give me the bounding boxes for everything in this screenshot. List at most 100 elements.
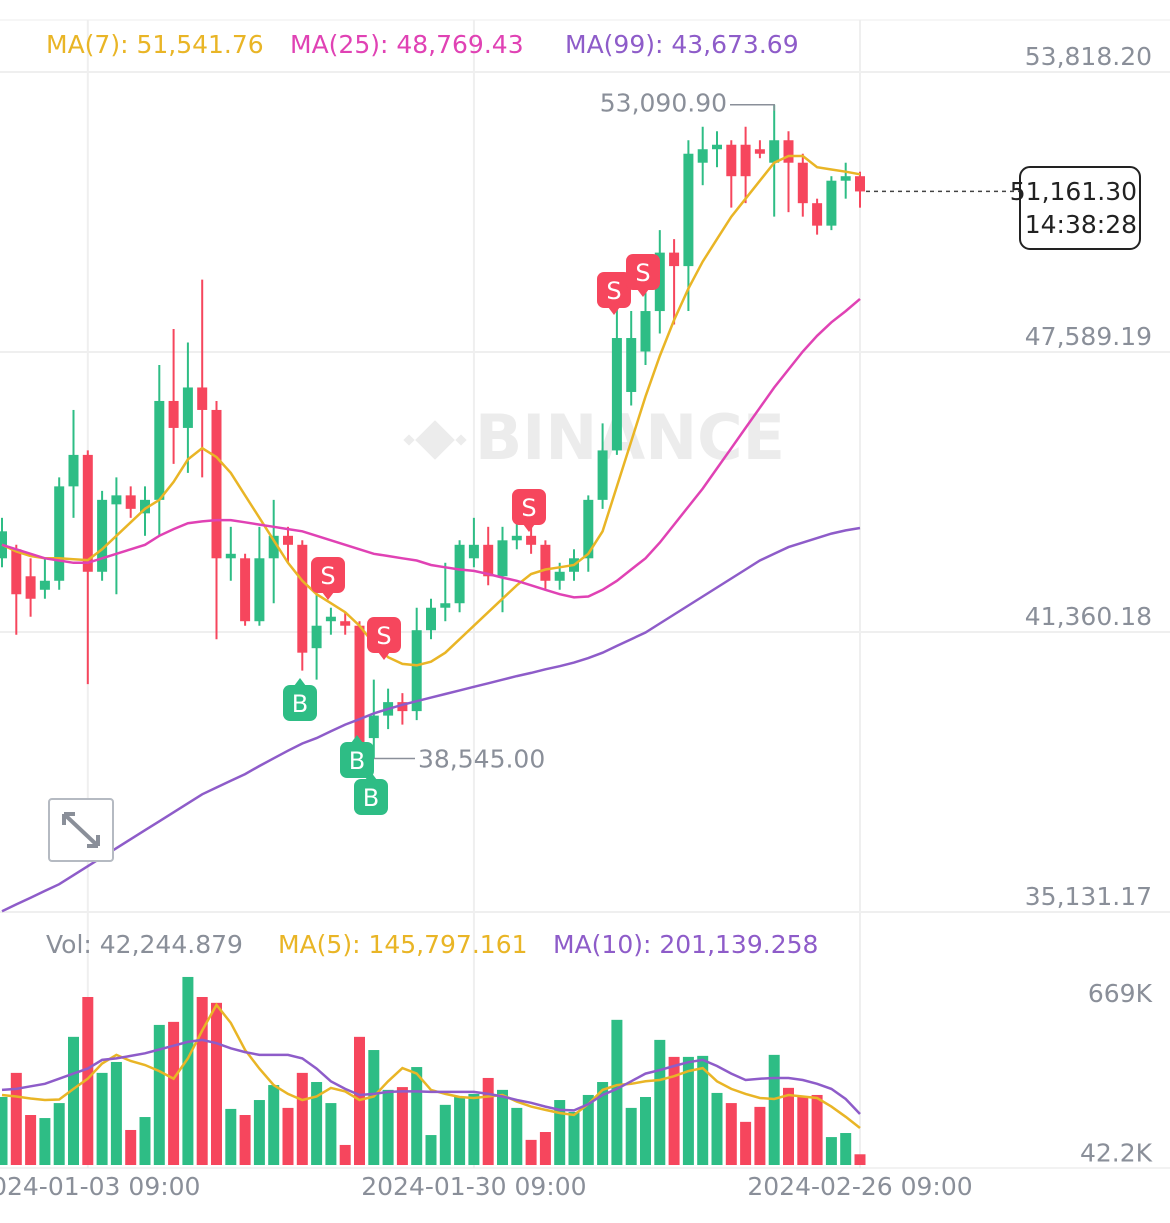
candle-body <box>154 400 165 500</box>
candle-body <box>726 144 737 177</box>
candle-body <box>111 495 122 505</box>
x-tick-label: 2024-01-03 09:00 <box>0 1172 200 1201</box>
volume-bar <box>211 1002 222 1165</box>
volume-bar <box>239 1115 251 1165</box>
trade-marker-tip <box>608 307 620 315</box>
volume-bar <box>668 1056 680 1165</box>
volume-bar <box>439 1104 451 1165</box>
candle-body <box>11 549 22 595</box>
volume-bar <box>296 1072 308 1165</box>
candle-body <box>540 544 551 581</box>
legend-vol-ma10: MA(10): 201,139.258 <box>553 930 818 959</box>
volume-bar <box>654 1039 666 1165</box>
volume-bar <box>96 1072 108 1165</box>
candle-body <box>611 338 622 451</box>
candle-body <box>797 162 808 204</box>
volume-bar <box>511 1107 523 1165</box>
volume-bar <box>153 1024 165 1165</box>
candle-body <box>426 607 436 631</box>
volume-bar <box>597 1082 609 1165</box>
volume-bar <box>682 1056 694 1165</box>
trade-marker-tip <box>294 678 306 686</box>
y-tick-label: 53,818.20 <box>1025 42 1152 71</box>
candle-body <box>483 544 494 577</box>
candle-body <box>526 535 537 545</box>
candle-body <box>769 140 780 163</box>
trade-marker-label: B <box>363 784 379 812</box>
trade-marker: S <box>597 272 631 315</box>
candle-body <box>583 499 594 559</box>
volume-bar <box>182 976 194 1165</box>
trade-marker-label: S <box>376 622 391 650</box>
trade-marker-box <box>354 779 388 815</box>
legend-vol-ma5: MA(5): 145,797.161 <box>278 930 528 959</box>
volume-bar <box>482 1077 494 1165</box>
volume-bar <box>368 1050 380 1165</box>
volume-bar <box>554 1100 566 1165</box>
candle-body <box>554 571 565 581</box>
volume-bar <box>568 1111 580 1165</box>
y-tick-label: 47,589.19 <box>1025 322 1152 351</box>
volume-bar <box>68 1036 79 1165</box>
trade-marker-box <box>283 685 317 721</box>
trade-marker-label: S <box>606 277 621 305</box>
candle-body <box>283 535 293 545</box>
candle-body <box>855 176 865 192</box>
trade-marker-label: B <box>349 747 365 775</box>
trade-marker-tip <box>523 524 535 532</box>
volume-bar <box>697 1055 709 1165</box>
trade-marker-label: S <box>320 562 335 590</box>
trade-marker-tip <box>378 652 390 660</box>
trade-marker-tip <box>637 289 649 297</box>
expand-button[interactable] <box>48 798 114 862</box>
trade-marker-box <box>512 489 546 525</box>
volume-bar <box>168 1021 180 1165</box>
candle-body <box>754 149 765 154</box>
candle-body <box>182 387 193 428</box>
countdown: 14:38:28 <box>1025 210 1137 239</box>
candle-body <box>140 499 150 514</box>
candle-body <box>697 149 708 163</box>
candle-body <box>197 387 208 410</box>
candle-body <box>25 576 36 599</box>
ma-line <box>1 154 861 667</box>
legend-ma25: MA(25): 48,769.43 <box>290 30 524 59</box>
last-price: 51,161.30 <box>1010 177 1137 206</box>
volume-bar <box>468 1093 480 1165</box>
candle-body <box>368 715 379 739</box>
trade-marker: S <box>626 254 660 297</box>
trade-marker-box <box>367 617 401 653</box>
candle-body <box>626 338 637 392</box>
ma-line <box>1 297 861 599</box>
trade-marker-tip <box>365 772 377 780</box>
x-tick-label: 2024-01-30 09:00 <box>361 1172 586 1201</box>
trade-marker: S <box>367 617 401 660</box>
volume-bar <box>854 1154 866 1165</box>
volume-bar <box>225 1108 237 1165</box>
volume-bar <box>253 1100 265 1165</box>
volume-bar <box>797 1096 809 1165</box>
trade-marker: B <box>283 678 317 721</box>
volume-bar <box>725 1103 737 1165</box>
high-label: 53,090.90 <box>600 89 727 118</box>
legend-ma99: MA(99): 43,673.69 <box>565 30 799 59</box>
trade-marker: S <box>311 557 345 600</box>
candle-body <box>297 544 308 653</box>
low-label: 38,545.00 <box>418 745 545 774</box>
volume-bar <box>382 1089 394 1165</box>
candle-body <box>340 621 351 626</box>
trade-marker: B <box>340 735 374 778</box>
trade-marker: B <box>354 772 388 815</box>
volume-bar <box>640 1096 651 1165</box>
volume-bar <box>425 1135 437 1165</box>
volume-bar <box>339 1144 351 1165</box>
y-tick-label: 41,360.18 <box>1025 602 1152 631</box>
candle-body <box>840 176 851 181</box>
volume-bar <box>740 1121 752 1165</box>
volume-bar <box>0 1096 8 1165</box>
volume-bar <box>525 1139 537 1165</box>
volume-bar <box>611 1019 623 1165</box>
candle-body <box>740 144 751 177</box>
candle-body <box>468 544 479 559</box>
